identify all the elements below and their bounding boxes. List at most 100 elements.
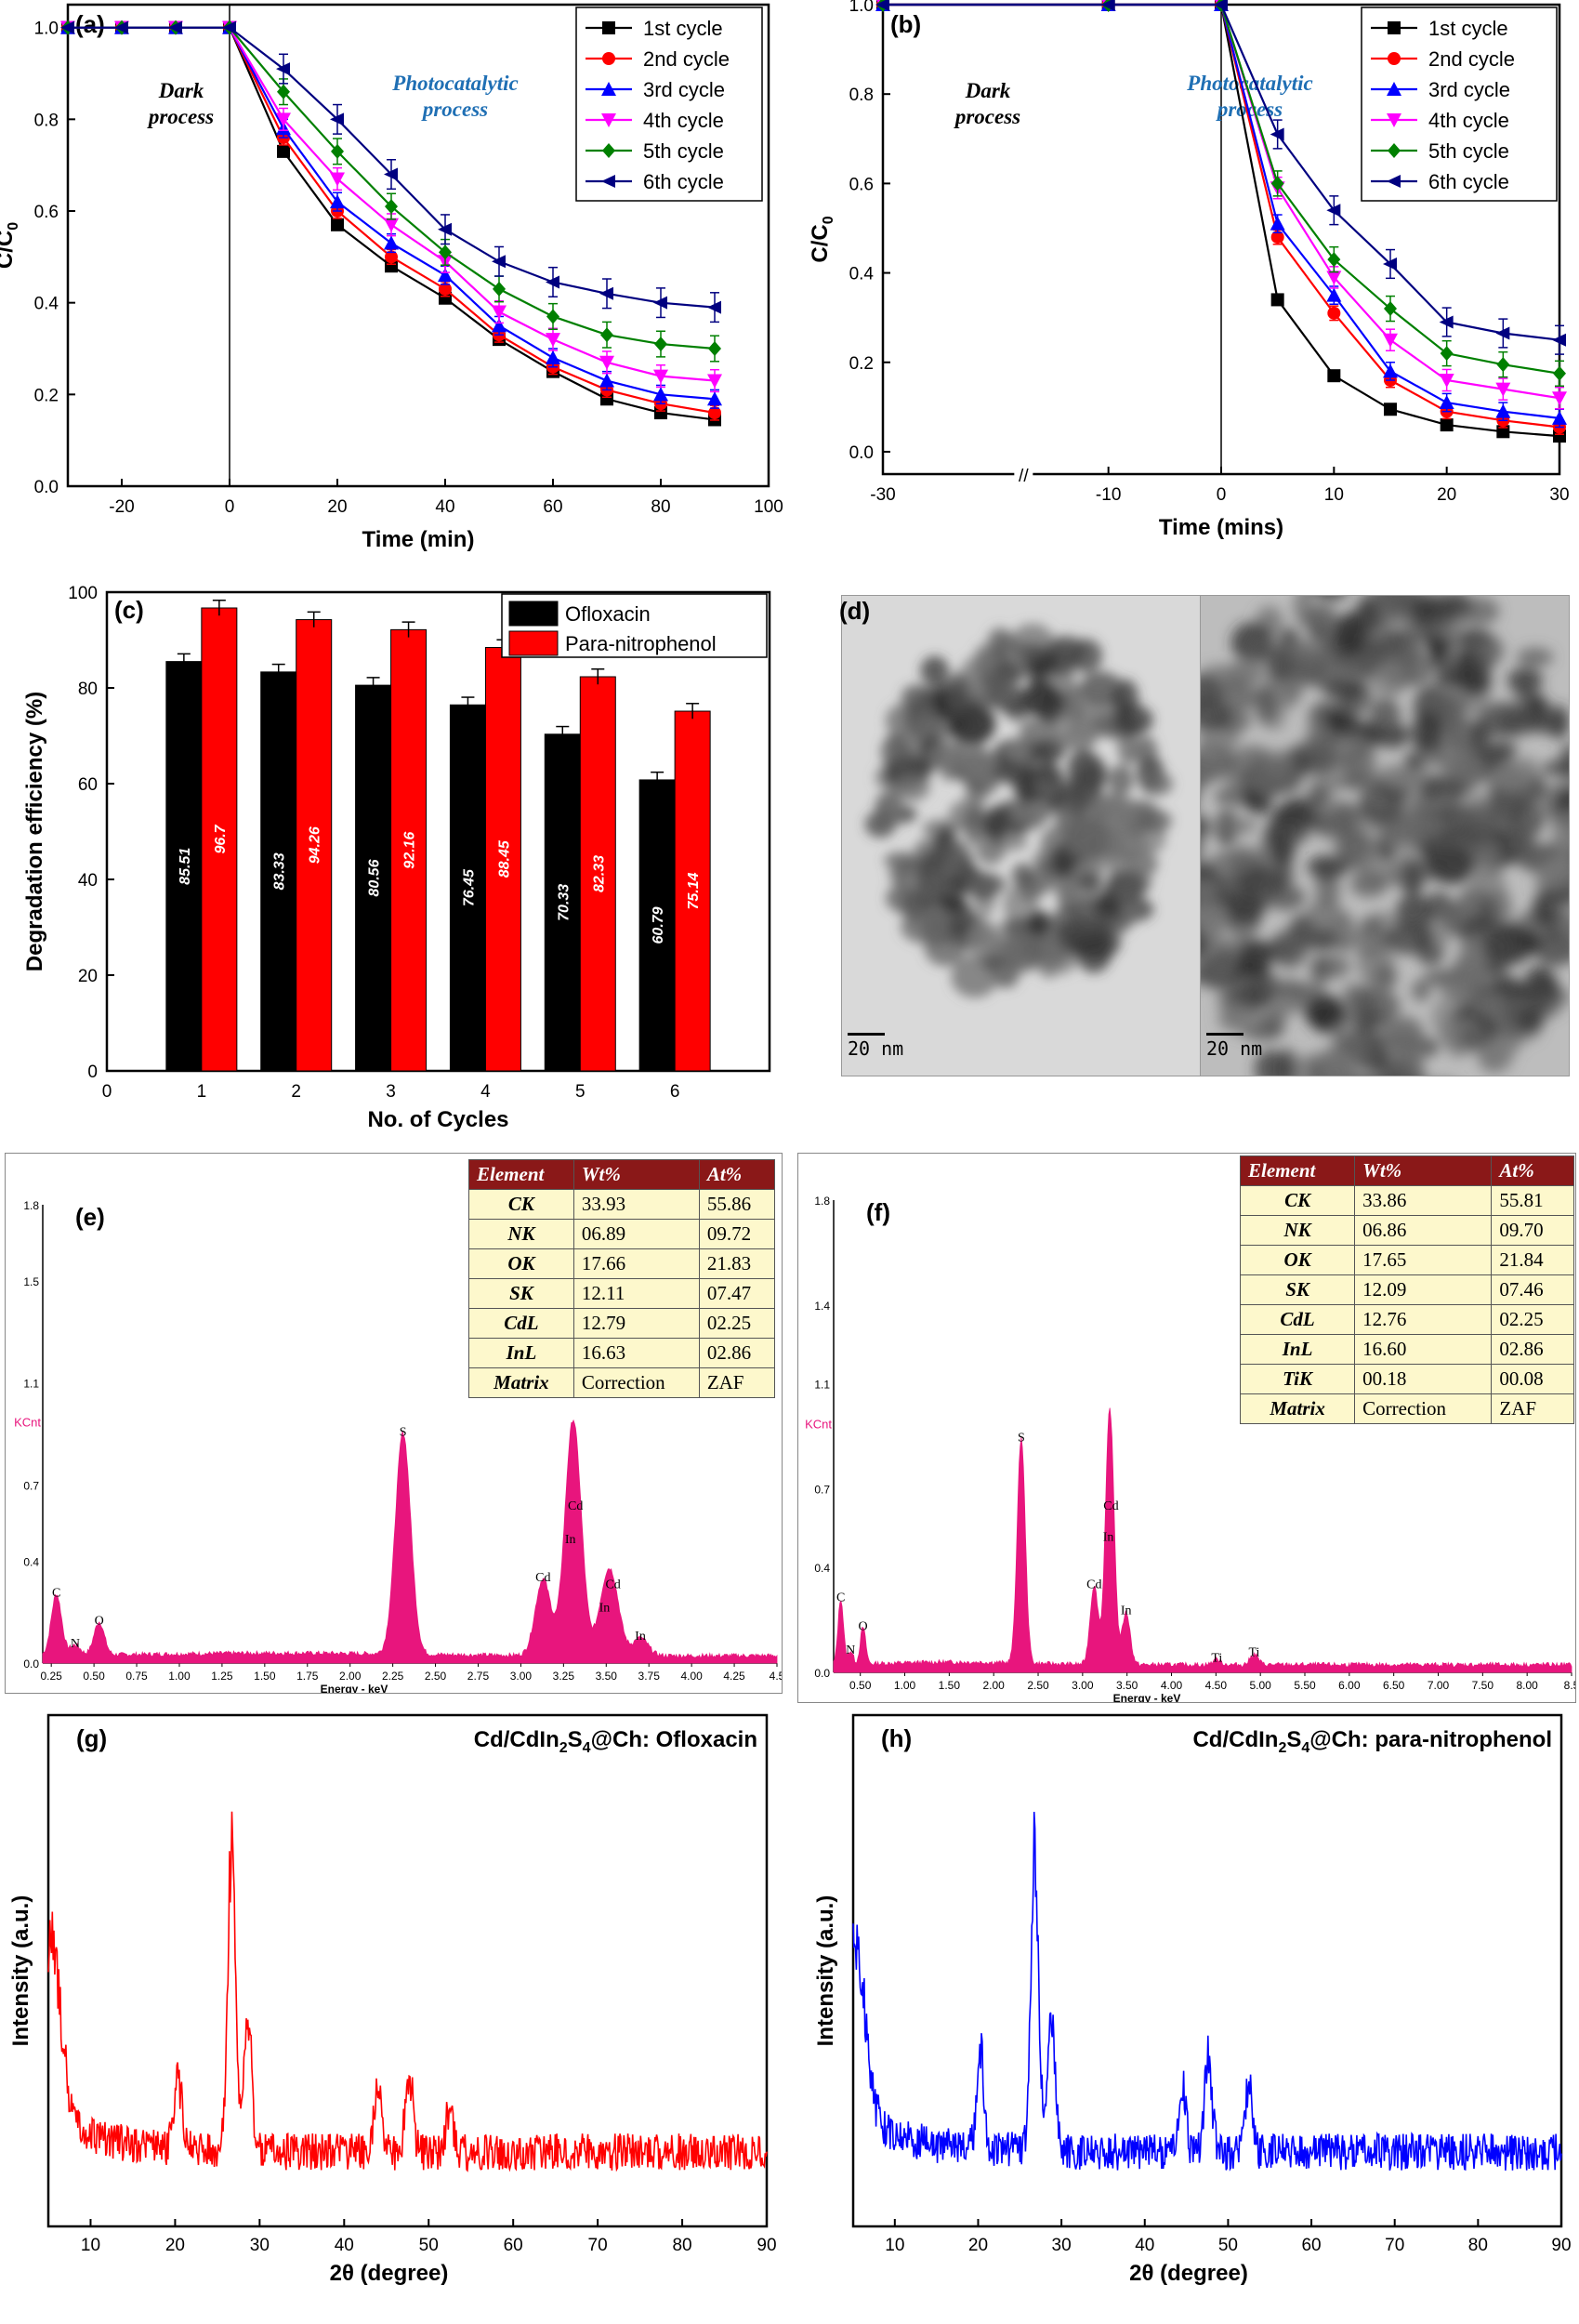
particle <box>1105 872 1147 904</box>
table-row: CdL 12.76 02.25 <box>1239 1304 1574 1335</box>
data-point <box>1270 231 1284 244</box>
particle <box>1340 831 1379 872</box>
data-point <box>492 305 507 320</box>
bar <box>165 661 203 1072</box>
particle <box>1134 735 1158 769</box>
peak-label-Ti: Ti <box>1211 1651 1222 1665</box>
table-header-cell: At% <box>1491 1155 1574 1186</box>
table-header-row: Element Wt% At% <box>1239 1155 1574 1186</box>
x-tick-label: 60 <box>504 2236 523 2255</box>
tem-image-left: 20 nm <box>841 595 1201 1076</box>
particle <box>1095 893 1115 915</box>
peak-label-N: N <box>846 1644 855 1657</box>
data-point <box>492 318 507 333</box>
particle <box>1258 1009 1286 1036</box>
x-axis-label: Energy - keV <box>321 1683 388 1693</box>
x-tick-label: -10 <box>1096 485 1121 505</box>
y-tick-label: 0.6 <box>34 203 59 222</box>
legend-marker <box>1388 52 1401 65</box>
particle <box>1237 938 1272 977</box>
panel-b-cycle-chart: 0.0 0.2 0.4 0.6 0.8 1.0 -30 -10 0 10 20 30 // Time (m… <box>808 0 1570 540</box>
peak-label-Ti: Ti <box>1249 1646 1260 1660</box>
x-tick-label: 30 <box>1052 2236 1072 2255</box>
table-row: Matrix Correction ZAF <box>1239 1393 1574 1424</box>
particle <box>1031 863 1051 897</box>
bar-group: 92.16 <box>390 621 428 1072</box>
particle <box>1201 967 1213 984</box>
peak-label-In: In <box>599 1602 611 1616</box>
particle <box>1345 664 1367 682</box>
legend-marker <box>1388 143 1401 158</box>
x-tick-label: 1.00 <box>168 1670 191 1683</box>
peak-label-In: In <box>565 1533 576 1547</box>
data-point <box>385 199 398 215</box>
bar-group: 82.33 <box>579 668 616 1072</box>
table-cell: 33.86 <box>1354 1185 1493 1216</box>
data-point <box>331 143 344 159</box>
peak-label-O: O <box>859 1619 868 1633</box>
particle <box>1402 860 1423 898</box>
x-tick-label: 1.00 <box>894 1679 916 1692</box>
y-label-main: C/C <box>0 231 18 269</box>
particle <box>901 684 933 710</box>
y-tick-label: 1.0 <box>34 20 59 39</box>
title-text: Cd/CdIn <box>1192 1727 1278 1752</box>
legend: Ofloxacin Para-nitrophenol <box>501 593 768 658</box>
particle <box>1009 743 1031 764</box>
x-tick-label: 2.50 <box>425 1670 447 1683</box>
particle <box>1349 870 1388 898</box>
particle <box>1320 711 1362 732</box>
table-cell: InL <box>1239 1334 1356 1365</box>
tem-image-right: 20 nm <box>1200 595 1570 1076</box>
axis-break-mark: // <box>1019 467 1029 486</box>
data-point <box>492 255 506 269</box>
x-tick-label: 3.00 <box>1072 1679 1094 1692</box>
legend-marker <box>602 143 615 158</box>
y-tick-label: 1.0 <box>849 0 874 16</box>
x-axis-label: Time (mins) <box>1159 515 1283 540</box>
data-point <box>1553 429 1566 443</box>
table-cell: 33.93 <box>572 1189 700 1220</box>
particle <box>1388 631 1409 654</box>
x-tick-label: 4.00 <box>1161 1679 1183 1692</box>
x-tick-label: -30 <box>870 485 895 505</box>
bar-value-label: 76.45 <box>461 868 477 906</box>
data-point <box>653 369 668 384</box>
tem-particles-left <box>864 623 1174 998</box>
peak-label-In: In <box>635 1630 646 1644</box>
particle <box>1303 995 1343 1028</box>
y-axis-label: C/C0 <box>808 216 836 262</box>
plot-frame <box>66 3 770 488</box>
data-point <box>1270 127 1284 141</box>
bar <box>201 607 238 1072</box>
legend-swatch <box>508 601 559 627</box>
particle <box>1330 1021 1349 1045</box>
data-point <box>493 281 506 297</box>
peak-label-S: S <box>1018 1431 1025 1445</box>
x-tick-label: 2 <box>291 1082 301 1102</box>
particle <box>981 953 1007 972</box>
particle <box>1334 912 1357 954</box>
particle <box>1488 788 1525 809</box>
particle <box>1217 1006 1265 1034</box>
title-text: @Ch: Ofloxacin <box>591 1727 757 1752</box>
particle <box>892 773 930 801</box>
y-label-subscript: 0 <box>6 222 21 231</box>
x-tick-label: 40 <box>1135 2236 1154 2255</box>
peak-label-N: N <box>71 1637 80 1651</box>
particle <box>1551 810 1569 830</box>
table-cell: Matrix <box>1239 1393 1356 1424</box>
photocatalytic-line1: Photocatalytic <box>1186 72 1312 95</box>
particle <box>1388 724 1411 745</box>
data-point <box>546 275 559 289</box>
particle <box>1254 686 1278 724</box>
particle <box>973 643 996 676</box>
y-tick-label: 0.8 <box>849 86 874 105</box>
x-tick-label: 60 <box>543 497 562 517</box>
data-point <box>114 20 128 34</box>
axis-break-gap <box>1014 467 1033 482</box>
x-tick-label: 0 <box>225 497 235 517</box>
y-tick-label: 60 <box>78 775 98 795</box>
table-cell: 55.86 <box>698 1189 776 1220</box>
particle <box>1265 884 1306 911</box>
